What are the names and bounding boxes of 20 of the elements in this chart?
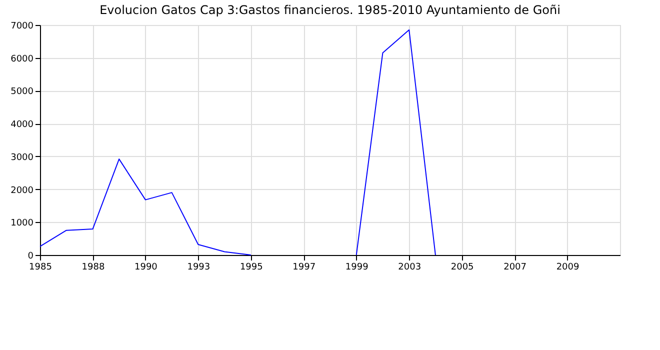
y-tick-label: 3000 [10,152,34,163]
x-tick-label: 2003 [398,262,422,272]
y-tick-label: 0 [28,252,34,262]
x-tick-label: 1988 [82,262,105,272]
x-tick-label: 1995 [240,262,263,272]
y-tick-label: 1000 [10,218,34,229]
x-tick-label: 1985 [29,262,52,272]
chart-title: Evolucion Gatos Cap 3:Gastos financieros. 1985-2010 Ayuntamiento de Goñi [100,3,560,17]
x-tick-label: 1997 [292,262,316,272]
x-tick-label: 2005 [450,262,474,272]
y-tick-label: 4000 [10,120,34,130]
y-tick-label: 7000 [10,22,34,32]
y-tick-label: 5000 [10,87,34,98]
x-tick-label: 1999 [345,262,369,272]
x-tick-label: 2009 [556,262,580,272]
x-tick-label: 2007 [504,262,526,272]
x-tick-label: 1993 [187,262,210,272]
y-tick-label: 6000 [10,54,34,64]
y-tick-label: 2000 [10,186,34,196]
x-tick-label: 1990 [134,262,158,272]
